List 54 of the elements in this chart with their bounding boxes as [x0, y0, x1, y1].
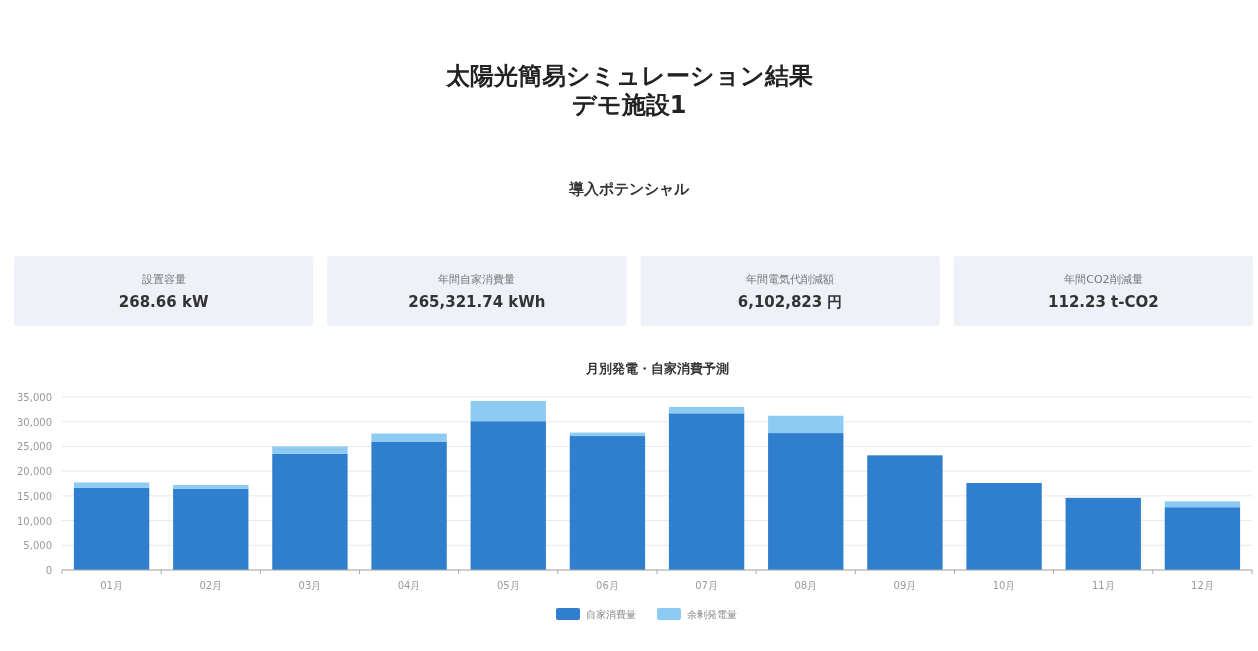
bar [272, 453, 348, 570]
bar [470, 400, 546, 422]
x-tick-label: 10月 [992, 580, 1016, 591]
text: 設置容量 [141, 273, 186, 286]
y-tick-label: 35,000 [17, 392, 52, 403]
y-tick-label: 5,000 [23, 540, 52, 552]
bar [668, 413, 745, 570]
x-tick-label: 02月 [199, 580, 223, 591]
bar [1065, 497, 1141, 570]
y-tick-label: 20,000 [17, 466, 52, 478]
text: デモ施設1 [571, 91, 687, 119]
bar [867, 455, 943, 570]
text: 導入ポテンシャル [568, 180, 690, 198]
bar [173, 484, 249, 489]
x-tick-label: 07月 [695, 580, 718, 591]
x-tick-label: 04月 [397, 580, 421, 591]
x-tick-label: 09月 [893, 580, 917, 591]
y-tick-label: 15,000 [17, 490, 52, 502]
bar [173, 488, 249, 570]
bar [371, 433, 447, 442]
y-tick-label: 0 [45, 565, 52, 576]
y-tick-label: 30,000 [17, 416, 52, 428]
x-tick-label: 06月 [596, 580, 619, 591]
x-tick-label: 08月 [794, 580, 818, 591]
bar [272, 446, 348, 454]
text: 265,321.74 kWh [408, 293, 546, 311]
bar [1164, 507, 1241, 570]
x-tick-label: 11月 [1091, 580, 1115, 591]
text: 年間自家消費量 [438, 273, 516, 286]
chart-title: 月別発電・自家消費予測 [584, 361, 729, 376]
bar [371, 441, 447, 570]
bar [668, 406, 745, 414]
text: 太陽光簡易シミュレーション結果 [444, 62, 813, 90]
x-tick-label: 01月 [100, 580, 123, 591]
bar [768, 415, 844, 434]
bar [569, 436, 646, 570]
text: 6,102,823 円 [737, 293, 843, 311]
y-tick-label: 10,000 [17, 515, 52, 527]
bar [73, 482, 150, 488]
text: 268.66 kW [118, 293, 209, 311]
x-tick-label: 12月 [1191, 580, 1214, 591]
text: 年間CO2削減量 [1064, 273, 1143, 286]
bar [1164, 501, 1241, 508]
bar [966, 483, 1042, 570]
y-tick-label: 25,000 [17, 441, 52, 453]
legend-label: 余剰発電量 [687, 609, 737, 620]
legend-label: 自家消費量 [586, 609, 636, 620]
x-tick-label: 05月 [496, 580, 520, 591]
bar [768, 433, 844, 570]
x-tick-label: 03月 [298, 580, 322, 591]
text: 112.23 t-CO2 [1048, 293, 1159, 311]
text: 年間電気代削減額 [746, 273, 835, 286]
bar [73, 487, 150, 570]
bar [470, 421, 546, 570]
